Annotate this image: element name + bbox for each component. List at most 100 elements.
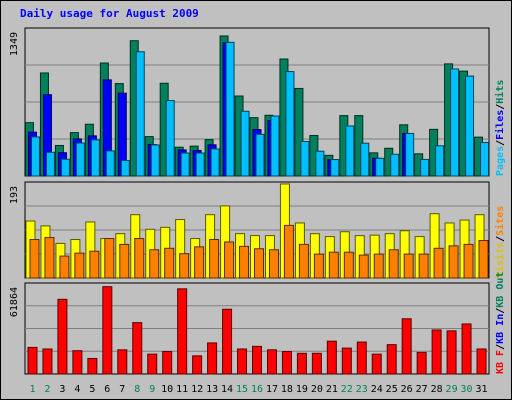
series-label-part: Pages [495,146,506,176]
x-tick-label-day-29: 29 [446,384,458,395]
series-label-part: KB In [495,314,506,344]
panel-visits-sites: 193 Visits/Sites [9,181,506,279]
bar-sites-day-1 [29,239,40,279]
bar-sites-day-30 [463,243,474,279]
bar-pages-day-14 [225,41,235,177]
bar-sites-day-9 [149,249,160,279]
bar-sites-day-26 [403,253,414,279]
bar-pages-day-9 [150,144,160,177]
chart-title: Daily usage for August 2009 [20,7,199,20]
bar-kb-f-day-24 [371,353,382,375]
x-tick-label-day-25: 25 [386,384,398,395]
x-tick-label-day-31: 31 [475,384,487,395]
x-tick-label-day-19: 19 [296,384,308,395]
bar-kb-f-day-12 [192,355,203,375]
bar-kb-f-day-18 [281,351,292,375]
bar-kb-f-day-3 [57,298,68,375]
bar-sites-day-4 [74,252,85,279]
bar-pages-day-20 [315,150,325,177]
bar-kb-f-day-8 [132,322,143,375]
bar-sites-day-23 [358,254,369,279]
bar-pages-day-3 [60,158,70,177]
bar-sites-day-21 [328,251,339,279]
bar-kb-f-day-2 [42,348,53,375]
x-tick-label-day-28: 28 [431,384,443,395]
bar-kb-f-day-28 [431,329,442,375]
bar-pages-day-24 [375,157,385,177]
bar-sites-day-16 [254,248,264,279]
panel-series-label: Pages/Files/Hits [494,80,506,176]
bar-pages-day-23 [360,142,370,177]
bar-sites-day-5 [89,250,100,279]
x-tick-label-day-14: 14 [221,384,233,395]
x-tick-label-day-6: 6 [104,384,110,395]
series-label-part: / [495,236,506,242]
bar-sites-day-14 [224,241,235,279]
x-tick-label-day-9: 9 [149,384,155,395]
x-tick-label-day-10: 10 [161,384,173,395]
bar-pages-day-6 [105,150,115,177]
chart-panels: 1349Pages/Files/Hits193Visits/Sites61864… [9,27,506,375]
bar-kb-f-day-6 [102,286,113,375]
panel-max-label: 1349 [9,32,20,56]
bar-pages-day-29 [450,68,460,177]
series-label-part: Files [494,110,506,140]
bar-pages-day-15 [240,110,250,177]
bar-pages-day-28 [435,145,445,177]
panel-max-label: 193 [9,186,20,204]
x-tick-label-day-22: 22 [341,384,353,395]
series-label-part: KB Out [495,272,506,308]
bar-pages-day-19 [300,140,310,177]
series-label-part: / [495,104,506,110]
bar-sites-day-2 [44,237,55,279]
bar-sites-day-10 [164,247,175,279]
bar-sites-day-18 [283,224,294,279]
bar-pages-day-26 [405,132,415,177]
bar-pages-day-27 [420,158,430,177]
x-tick-label-day-11: 11 [176,384,188,395]
bar-kb-f-day-14 [222,308,233,375]
bar-pages-day-1 [30,136,40,177]
bar-sites-day-7 [119,243,130,279]
bar-kb-f-day-27 [416,351,427,375]
bar-pages-day-30 [465,75,475,177]
x-tick-label-day-17: 17 [266,384,278,395]
bar-pages-day-4 [75,142,85,177]
bar-sites-day-8 [134,238,145,279]
series-label-part: / [495,308,506,314]
bar-pages-day-10 [165,100,175,177]
bar-sites-day-27 [418,253,429,279]
bar-sites-day-6 [104,238,115,279]
x-tick-label-day-27: 27 [416,384,428,395]
bar-kb-f-day-19 [296,352,307,375]
bar-pages-day-25 [390,153,400,177]
bar-pages-day-8 [135,51,145,177]
bar-pages-day-12 [195,152,205,177]
bar-kb-f-day-31 [476,348,487,375]
bar-sites-day-29 [448,245,459,279]
x-tick-label-day-24: 24 [371,384,383,395]
x-tick-label-day-8: 8 [134,384,140,395]
bar-sites-day-11 [179,253,190,279]
series-label-part: / [495,344,506,350]
bar-pages-day-21 [330,159,340,177]
bar-kb-f-day-22 [341,347,352,375]
bar-sites-day-15 [239,245,250,279]
bar-kb-f-day-15 [237,348,248,375]
x-tick-label-day-12: 12 [191,384,203,395]
x-axis-day-labels: 1 2 3 4 5 6 7 8 9 10 11 12 13 14 15 16 17 18 19 20 21 22 23 24 2… [29,384,487,395]
bar-kb-f-day-1 [27,346,38,375]
x-tick-label-day-26: 26 [401,384,413,395]
bar-pages-day-16 [255,133,265,177]
bar-sites-day-12 [194,246,205,279]
bar-sites-day-13 [209,239,220,279]
bar-sites-day-31 [478,239,489,279]
bar-pages-day-13 [210,148,220,177]
series-label-part: Visits [494,242,506,278]
bar-sites-day-24 [373,253,384,279]
bar-kb-f-day-11 [177,288,188,375]
bar-pages-day-5 [90,139,100,177]
